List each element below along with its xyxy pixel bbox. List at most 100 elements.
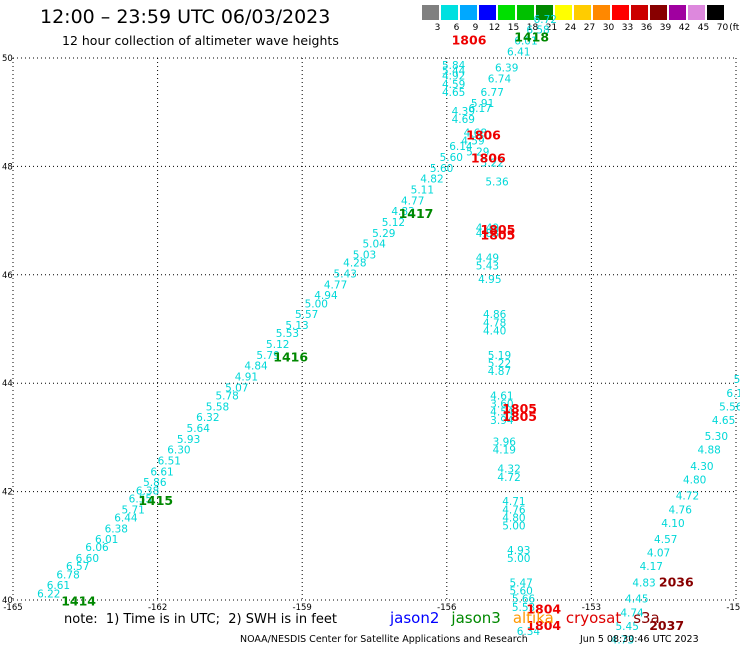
wave-height-value: 5.22 [488, 358, 511, 370]
wave-height-value: 5.04 [362, 239, 386, 251]
wave-height-value: 4.72 [676, 491, 699, 503]
wave-height-value: 5.07 [225, 382, 248, 394]
pass-time-label: 1806 [466, 127, 501, 142]
wave-height-value: 4.57 [654, 534, 677, 546]
wave-height-value: 4.91 [235, 371, 258, 383]
x-tick-label: -159 [293, 603, 312, 613]
legend-swatch [574, 5, 591, 20]
wave-height-value: 4.78 [483, 317, 506, 329]
wave-height-value: 5.60 [509, 586, 532, 598]
page-subtitle: 12 hour collection of altimeter wave hei… [62, 33, 339, 48]
wave-height-value: 6.77 [481, 87, 504, 99]
satellite-key: jason2 jason3 altika cryosat s3a [390, 609, 672, 627]
wave-height-value: 4.30 [690, 461, 713, 473]
wave-height-value: 5.00 [502, 521, 525, 533]
satellite-jason2: jason2 [390, 609, 440, 627]
wave-height-value: 5.44 [442, 65, 466, 77]
wave-height-value: 5.29 [372, 228, 395, 240]
wave-height-value: 4.86 [483, 309, 507, 321]
wave-height-value: 3.60 [490, 399, 513, 411]
legend-swatch [650, 5, 667, 20]
wave-height-value: 4.49 [476, 252, 499, 264]
wave-height-value: 5.30 [705, 431, 728, 443]
pass-time-label: 1805 [502, 409, 537, 424]
wave-height-value: 3.94 [490, 415, 514, 427]
legend-label: 39 [659, 23, 672, 33]
wave-height-value: 4.07 [647, 548, 670, 560]
x-tick-label: -156 [437, 603, 456, 613]
page-title: 12:00 – 23:59 UTC 06/03/2023 [40, 6, 331, 28]
wave-height-value: 5.36 [485, 176, 509, 188]
x-tick-label: -165 [3, 603, 22, 613]
wave-height-value: 6.38 [136, 485, 159, 497]
wave-height-value: 4.94 [314, 290, 338, 302]
wave-height-value: 5.03 [353, 250, 376, 262]
wave-height-value: 5.79 [256, 350, 279, 362]
wave-height-value: 6.61 [47, 580, 70, 592]
wave-height-value: 4.82 [420, 174, 443, 186]
legend-swatch [422, 5, 439, 20]
legend-label: 33 [621, 23, 634, 33]
wave-height-value: 4.83 [391, 206, 414, 218]
y-tick-label: 48 [2, 162, 13, 172]
wave-height-value: 5.86 [143, 477, 167, 489]
pass-time-label: 1806 [471, 151, 506, 166]
wave-height-value: 6.06 [85, 542, 109, 554]
wave-height-value: 5.11 [411, 185, 434, 197]
wave-height-value: 5.12 [266, 339, 289, 351]
wave-height-value: 5.29 [466, 147, 489, 159]
wave-height-value: 5.64 [187, 423, 211, 435]
pass-time-label: 1805 [481, 222, 516, 237]
wave-height-value: 4.74 [620, 607, 644, 619]
wave-height-value: 5.43 [334, 269, 357, 281]
footer-timestamp: Jun 5 08:30:46 UTC 2023 [580, 634, 699, 645]
legend-label: 70 [716, 23, 729, 33]
wave-height-value: 6.30 [167, 445, 190, 457]
wave-height-value: 6.34 [517, 626, 541, 638]
legend-label: 24 [564, 23, 577, 33]
wave-height-value: 6.72 [534, 14, 557, 26]
satellite-jason3: jason3 [451, 609, 501, 627]
wave-height-value: 4.76 [502, 504, 526, 516]
wave-height-value: 5.47 [509, 577, 532, 589]
pass-time-label: 1804 [526, 602, 561, 617]
legend-label: 21 [545, 23, 558, 33]
pass-time-label: 1414 [61, 593, 96, 608]
satellite-cryosat: cryosat [565, 609, 622, 627]
legend-swatch [536, 5, 553, 20]
wave-height-value: 6.39 [495, 63, 518, 75]
legend-label: 15 [507, 23, 520, 33]
legend-swatch [479, 5, 496, 20]
wave-height-value: 4.45 [625, 594, 648, 606]
footer-credit: NOAA/NESDIS Center for Satellite Applica… [240, 634, 528, 645]
satellite-altika: altika [512, 609, 554, 627]
legend-swatch [460, 5, 477, 20]
wave-height-value: 5.56 [719, 401, 740, 413]
wave-height-value: 6.74 [488, 73, 512, 85]
wave-height-value: 4.59 [442, 79, 465, 91]
wave-height-value: 5.22 [481, 157, 504, 169]
legend-label: 3 [434, 23, 441, 33]
wave-height-value: 4.59 [461, 136, 484, 148]
wave-height-value: 5.53 [276, 328, 299, 340]
wave-height-value: 5.12 [382, 217, 405, 229]
wave-height-value: 6.51 [158, 456, 181, 468]
wave-height-value: 6.32 [196, 412, 219, 424]
wave-height-value: 4.93 [507, 545, 530, 557]
note-text: note: 1) Time is in UTC; 2) SWH is in fe… [64, 612, 337, 627]
y-tick-label: 50 [2, 54, 13, 64]
legend-swatch [593, 5, 610, 20]
wave-height-value: 5.60 [430, 163, 453, 175]
y-tick-label: 44 [2, 379, 13, 389]
legend-label: 30 [602, 23, 615, 33]
wave-height-value: 5.13 [285, 320, 308, 332]
wave-height-value: 5.57 [295, 309, 318, 321]
wave-height-value: 5.78 [215, 390, 238, 402]
wave-height-value: 5.00 [305, 298, 328, 310]
wave-height-value: 4.65 [442, 87, 465, 99]
wave-height-value: 5.91 [471, 98, 494, 110]
wave-height-value: 4.68 [464, 128, 487, 140]
wave-height-value: 4.32 [497, 464, 520, 476]
legend-label: 9 [472, 23, 479, 33]
